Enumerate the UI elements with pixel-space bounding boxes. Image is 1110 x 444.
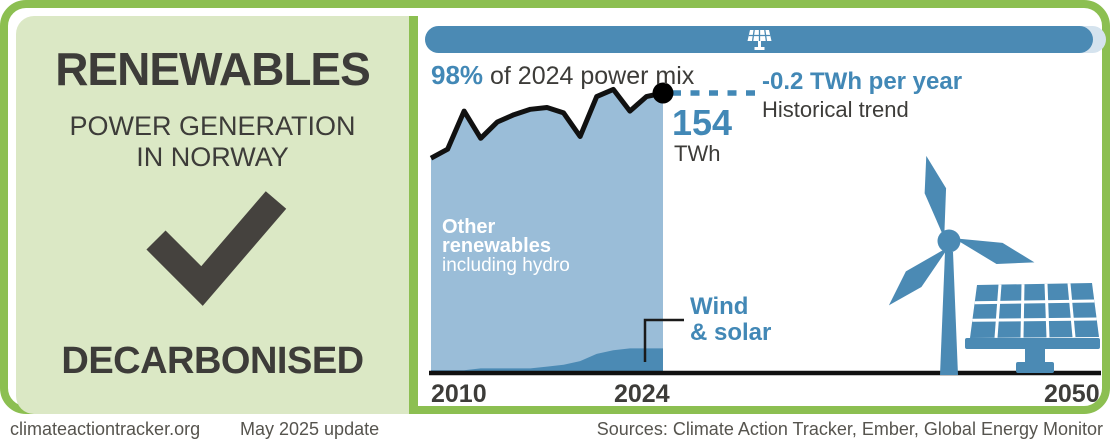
total-renewables-line (429, 86, 664, 161)
solar-panel-icon (747, 29, 771, 50)
other-renewables-label-line2: renewables (442, 235, 551, 257)
timeline-progress-fill (425, 26, 1093, 53)
chart-headline: 98% of 2024 power mix (431, 60, 694, 91)
footer-update: May 2025 update (240, 419, 380, 439)
headline-percent: 98% (431, 60, 484, 90)
left-summary-panel: RENEWABLES POWER GENERATION IN NORWAY DE… (16, 16, 418, 414)
other-renewables-label-line3: including hydro (442, 255, 570, 276)
final-value: 154 (672, 102, 733, 143)
other-renewables-label: Other renewables including hydro (442, 216, 570, 276)
x-tick-2050: 2050 (1044, 380, 1100, 408)
timeline-progress-bar (425, 26, 1106, 53)
wind-solar-area (431, 348, 663, 372)
renewables-area-chart (429, 82, 1101, 376)
x-tick-2010: 2010 (431, 380, 487, 408)
checkmark-stroke (146, 191, 287, 306)
footer: climateactiontracker.org May 2025 update… (0, 417, 1110, 444)
subtitle-line2: IN NORWAY (136, 142, 289, 172)
checkmark-icon (146, 191, 287, 306)
trend-label: Historical trend (762, 97, 909, 122)
page-title: RENEWABLES (55, 43, 371, 95)
wind-solar-callout-line (643, 318, 684, 362)
wind-solar-label: Wind & solar (690, 294, 771, 346)
infographic-frame: RENEWABLES POWER GENERATION IN NORWAY DE… (0, 0, 1110, 414)
footer-sources: Sources: Climate Action Tracker, Ember, … (596, 419, 1103, 439)
solar-panel-graphic (965, 283, 1100, 373)
final-value-unit: TWh (674, 141, 721, 166)
x-tick-2024: 2024 (614, 380, 670, 408)
headline-rest: of 2024 power mix (483, 62, 695, 90)
status-badge: DECARBONISED (61, 340, 364, 382)
wind-solar-label-line1: Wind (690, 293, 749, 320)
wind-solar-label-line2: & solar (690, 319, 772, 346)
wind-turbine-icon (888, 155, 1035, 375)
subtitle-line1: POWER GENERATION (69, 111, 356, 141)
trend-value: -0.2 TWh per year (762, 68, 963, 95)
data-point-marker-2024 (652, 82, 674, 104)
total-renewables-area (431, 89, 663, 373)
other-renewables-label-line1: Other (442, 216, 496, 238)
footer-site: climateactiontracker.org (10, 419, 201, 439)
